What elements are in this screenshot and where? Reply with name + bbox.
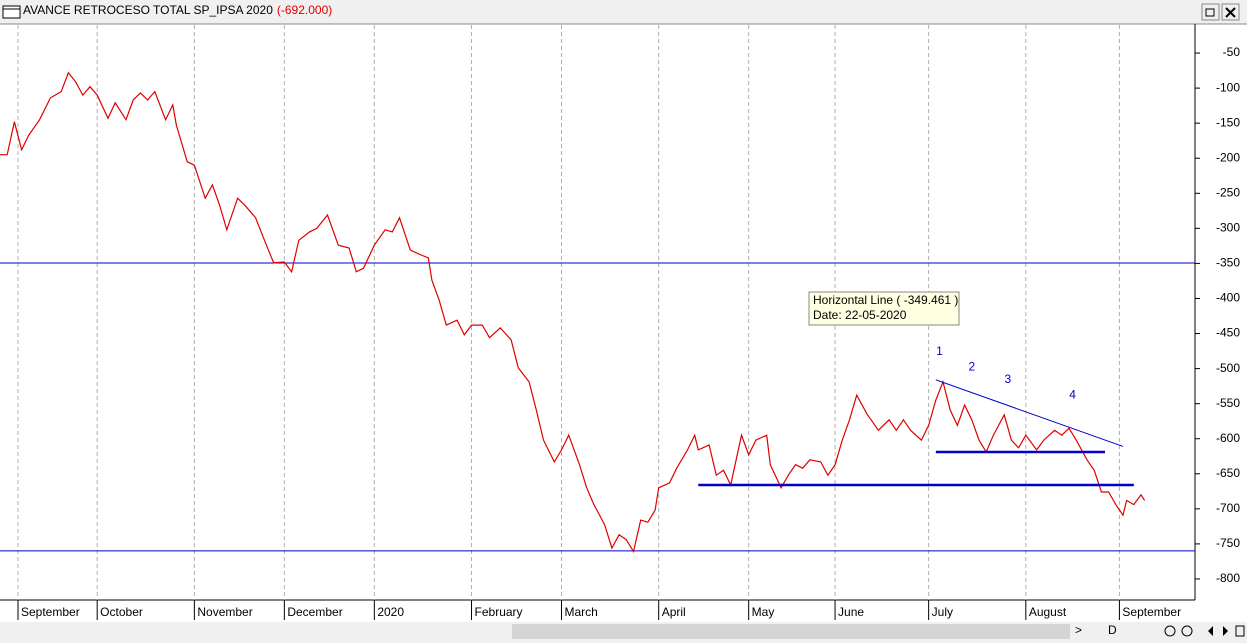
y-tick-label: -200 [1216,150,1240,164]
last-value: (-692.000) [277,3,332,17]
plot-area: -50 -100 -150 -200 -250 -300 -350 -400 -450 -500 -… [0,25,1240,620]
y-tick-label: -750 [1216,536,1240,550]
y-tick-label: -350 [1216,256,1240,270]
y-tick-label: -50 [1223,45,1241,59]
x-tick-label: December [287,605,342,619]
chart-title: AVANCE RETROCESO TOTAL SP_IPSA 2020 [23,3,273,17]
tooltip: Horizontal Line ( -349.461 ) Date: 22-05… [808,291,960,326]
x-tick-label: April [662,605,686,619]
nav-arrows[interactable] [1208,626,1228,636]
toolbar-d[interactable]: D [1108,623,1117,637]
y-tick-label: -500 [1216,361,1240,375]
x-tick-label: June [838,605,864,619]
zoom-in[interactable] [1181,625,1193,637]
x-tick-label: September [1122,605,1181,619]
wave-label: 1 [936,344,943,358]
tooltip-line: Horizontal Line ( -349.461 ) [813,293,958,307]
price-line [0,71,1146,554]
y-tick-label: -150 [1216,115,1240,129]
close-icon [1225,7,1236,18]
y-tick-label: -800 [1216,571,1240,585]
x-tick-label: February [475,605,523,619]
x-tick-label: July [932,605,953,619]
y-tick-label: -400 [1216,291,1240,305]
trend-line [935,379,1124,447]
x-tick-label: 2020 [377,605,404,619]
zoom-out[interactable] [1164,625,1176,637]
menu-icon[interactable] [1235,625,1245,637]
wave-label: 3 [1004,372,1011,386]
wave-label: 2 [968,359,975,373]
scrollbar-thumb[interactable] [512,624,1070,639]
x-tick-label: November [197,605,252,619]
restore-icon [1205,8,1215,17]
x-tick-label: August [1029,605,1067,619]
y-tick-label: -300 [1216,221,1240,235]
wave-label: 4 [1069,387,1076,401]
y-tick-label: -650 [1216,466,1240,480]
restore-button[interactable] [1201,3,1220,21]
y-tick-label: -700 [1216,501,1240,515]
tooltip-box [808,291,960,326]
y-tick-label: -550 [1216,396,1240,410]
x-tick-label: September [21,605,80,619]
y-tick-label: -600 [1216,431,1240,445]
title-bar [0,0,1247,24]
x-tick-label: March [565,605,598,619]
y-tick-label: -450 [1216,326,1240,340]
tooltip-date: Date: 22-05-2020 [813,308,907,322]
x-tick-label: October [100,605,143,619]
window-icon [2,5,21,19]
y-tick-label: -100 [1216,80,1240,94]
scroll-right[interactable]: > [1075,623,1082,637]
x-tick-label: May [752,605,775,619]
y-tick-label: -250 [1216,185,1240,199]
